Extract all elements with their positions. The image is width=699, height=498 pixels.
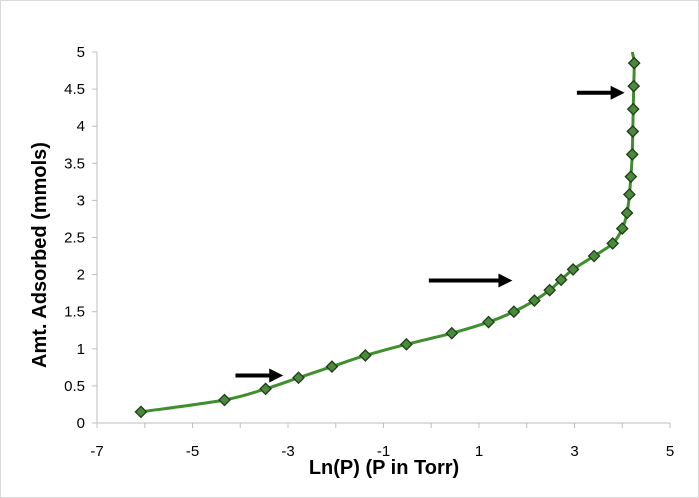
marker-layer xyxy=(134,56,641,419)
y-tick-label: 1.5 xyxy=(64,304,85,321)
data-point xyxy=(626,124,640,138)
arrow-annotation xyxy=(428,273,513,288)
data-point xyxy=(507,305,521,319)
y-tick-label: 0 xyxy=(77,415,85,432)
curve-layer xyxy=(140,51,636,414)
y-tick-label: 0.5 xyxy=(64,378,85,395)
arrow-head xyxy=(269,368,284,383)
data-point xyxy=(292,371,305,385)
arrow-annotation xyxy=(576,85,625,100)
y-tick-label: 2 xyxy=(77,267,85,284)
data-point xyxy=(543,283,557,297)
data-point xyxy=(566,262,580,276)
data-point xyxy=(527,294,541,307)
x-axis-title: Ln(P) (P in Torr) xyxy=(309,457,459,479)
arrow-head xyxy=(498,273,513,288)
arrow-layer xyxy=(235,85,625,383)
data-point xyxy=(134,405,148,419)
data-point xyxy=(622,188,636,201)
arrow-annotation xyxy=(235,368,284,383)
x-tick-label: -5 xyxy=(186,443,199,460)
axes: -7 -5 -3 -1 1 3 5 0 0.5 1 1.5 2 2.5 3 3.5 4 4.5 5 xyxy=(64,44,674,460)
y-tick-label: 4 xyxy=(77,118,85,135)
data-point xyxy=(218,393,231,407)
data-point xyxy=(606,237,620,250)
data-point xyxy=(587,249,601,263)
y-axis-title: Amt. Adsorbed (mmols) xyxy=(29,142,51,368)
y-tick-label: 3 xyxy=(77,192,85,209)
y-tick-label: 2.5 xyxy=(64,230,85,247)
y-tick-label: 4.5 xyxy=(64,81,85,98)
x-tick-label: 3 xyxy=(570,443,578,460)
x-tick-label: 5 xyxy=(666,443,674,460)
y-tick-label: 1 xyxy=(77,341,85,358)
data-point xyxy=(259,382,272,396)
series-line xyxy=(140,51,636,414)
data-point xyxy=(445,326,459,340)
data-point xyxy=(358,349,372,362)
data-point xyxy=(482,315,495,329)
data-point xyxy=(615,222,629,236)
data-point xyxy=(626,102,640,116)
x-tick-label: -1 xyxy=(377,443,390,460)
data-point xyxy=(325,360,339,374)
arrow-head xyxy=(610,85,625,100)
data-point xyxy=(624,170,638,184)
y-tick-label: 3.5 xyxy=(64,155,85,172)
data-point xyxy=(625,147,639,161)
data-point xyxy=(627,56,641,70)
x-tick-label: 1 xyxy=(475,443,483,460)
data-point xyxy=(554,273,568,287)
x-tick-label: -7 xyxy=(90,443,103,460)
x-tick-label: -3 xyxy=(281,443,294,460)
data-point xyxy=(400,337,413,351)
data-point xyxy=(620,206,634,220)
y-tick-label: 5 xyxy=(77,44,85,61)
data-point xyxy=(627,79,641,93)
